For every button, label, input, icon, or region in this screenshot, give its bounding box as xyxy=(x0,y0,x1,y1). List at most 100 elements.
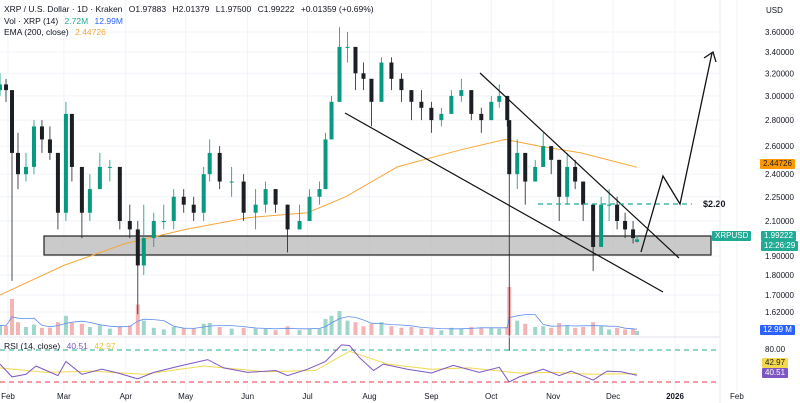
time-axis[interactable]: Feb Mar Apr May Jun Jul Aug Sep Oct Nov Dec 2026 Feb xyxy=(1,392,744,401)
candle-body xyxy=(323,139,328,190)
target-label: $2.20 xyxy=(703,199,726,209)
candle-body xyxy=(4,84,9,91)
candle-body xyxy=(489,101,494,121)
rsi-legend: RSI (14, close) 40.51 42.97 xyxy=(4,341,120,351)
candle-body xyxy=(353,46,358,74)
candle-body xyxy=(591,204,596,247)
volume-bar xyxy=(361,326,366,335)
candle-body xyxy=(369,78,374,102)
candle-body xyxy=(399,78,404,91)
volume-bar xyxy=(191,328,196,335)
candle-body xyxy=(141,238,146,266)
candle-body xyxy=(549,146,554,160)
price-tick-label: 1.80000 xyxy=(765,271,794,280)
volume-bar xyxy=(345,320,350,335)
time-tick-label: Feb xyxy=(1,392,15,401)
time-tick-label: Mar xyxy=(57,392,71,401)
candle-body xyxy=(55,152,60,213)
candle-body xyxy=(497,95,502,102)
volume-bar xyxy=(47,327,52,335)
volume-bar xyxy=(635,331,640,335)
price-tick-label: 1.62000 xyxy=(765,308,794,317)
volume-bar xyxy=(127,325,132,335)
volume-bar xyxy=(307,328,312,335)
candle-body xyxy=(439,113,444,121)
volume-bar xyxy=(469,327,474,335)
volume-bar xyxy=(573,327,578,335)
time-tick-label: May xyxy=(178,392,193,401)
rsi-ma-tag: 42.97 xyxy=(762,358,789,368)
candle-body xyxy=(523,152,528,182)
candle-body xyxy=(207,152,212,175)
ohlc-low: L1.97500 xyxy=(215,4,252,14)
candle-body xyxy=(63,113,68,213)
volume-bar xyxy=(39,327,44,335)
volume-bar xyxy=(161,329,166,335)
volume-bar xyxy=(631,328,636,335)
currency-label: USD xyxy=(766,6,783,15)
candle-body xyxy=(507,120,512,175)
volume-bar xyxy=(591,322,596,335)
candle-body xyxy=(379,62,384,102)
volume-bar xyxy=(489,327,494,335)
price-axis[interactable]: 3.60000 3.40000 3.20000 3.00000 2.80000 2.600… xyxy=(765,28,794,317)
candle-body xyxy=(479,113,484,121)
volume-bar xyxy=(181,328,186,335)
candle-body xyxy=(297,220,302,230)
volume-bar xyxy=(151,327,156,335)
candle-body xyxy=(615,204,620,221)
volume-bar xyxy=(87,327,92,335)
candle-body xyxy=(389,62,394,79)
volume-bar xyxy=(607,329,612,335)
time-tick-label: Jul xyxy=(302,392,312,401)
candle-body xyxy=(217,152,222,182)
projection-arrow[interactable] xyxy=(640,52,713,253)
support-zone[interactable] xyxy=(43,235,712,256)
candle-body xyxy=(181,196,186,205)
candle-body xyxy=(97,166,102,190)
candle-body xyxy=(599,204,604,247)
volume-bar xyxy=(171,327,176,335)
rsi-line xyxy=(0,344,638,383)
candle-body xyxy=(79,166,84,213)
volume-bar xyxy=(353,322,358,335)
volume-bar xyxy=(419,328,424,335)
candle-body xyxy=(253,204,258,213)
ohlc-close: C1.99222 xyxy=(257,4,295,14)
candle-body xyxy=(631,229,636,239)
volume-bar xyxy=(317,328,322,335)
candle-body xyxy=(285,204,290,230)
time-tick-label: Nov xyxy=(546,392,560,401)
candle-body xyxy=(263,189,268,205)
vol-ma-value: 12.99M xyxy=(94,16,123,26)
candle-body xyxy=(31,126,36,167)
volume-bar xyxy=(523,323,528,335)
volume-bar xyxy=(23,327,28,335)
symbol-title: XRP / U.S. Dollar · 1D · Kraken xyxy=(4,4,123,14)
time-tick-label: Oct xyxy=(485,392,498,401)
ema-legend: EMA (200, close) 2.44726 xyxy=(4,27,110,37)
candle-body xyxy=(419,101,424,108)
ema-price-tag: 2.44726 xyxy=(760,159,795,169)
time-tick-label: Feb xyxy=(730,392,744,401)
candles xyxy=(0,27,640,351)
upper-trendline[interactable] xyxy=(479,72,680,259)
candle-body xyxy=(337,46,342,102)
volume-bar xyxy=(623,329,628,335)
symbol-tag: XRPUSD xyxy=(712,231,752,241)
candle-body xyxy=(345,46,350,48)
price-tick-label: 2.25000 xyxy=(765,193,794,202)
candle-body xyxy=(229,181,234,183)
rsi-value: 40.51 xyxy=(66,341,88,351)
volume-bar xyxy=(449,327,454,335)
volume-legend: Vol · XRP (14) 2.72M 12.99M xyxy=(4,16,127,26)
candle-body xyxy=(607,204,612,206)
volume-bars xyxy=(0,287,640,335)
lower-trendline[interactable] xyxy=(344,112,664,293)
candle-body xyxy=(505,95,510,121)
time-tick-label: Dec xyxy=(606,392,620,401)
candle-body xyxy=(151,220,156,239)
rsi-label: RSI (14, close) xyxy=(4,341,61,351)
volume-bar xyxy=(141,320,146,335)
